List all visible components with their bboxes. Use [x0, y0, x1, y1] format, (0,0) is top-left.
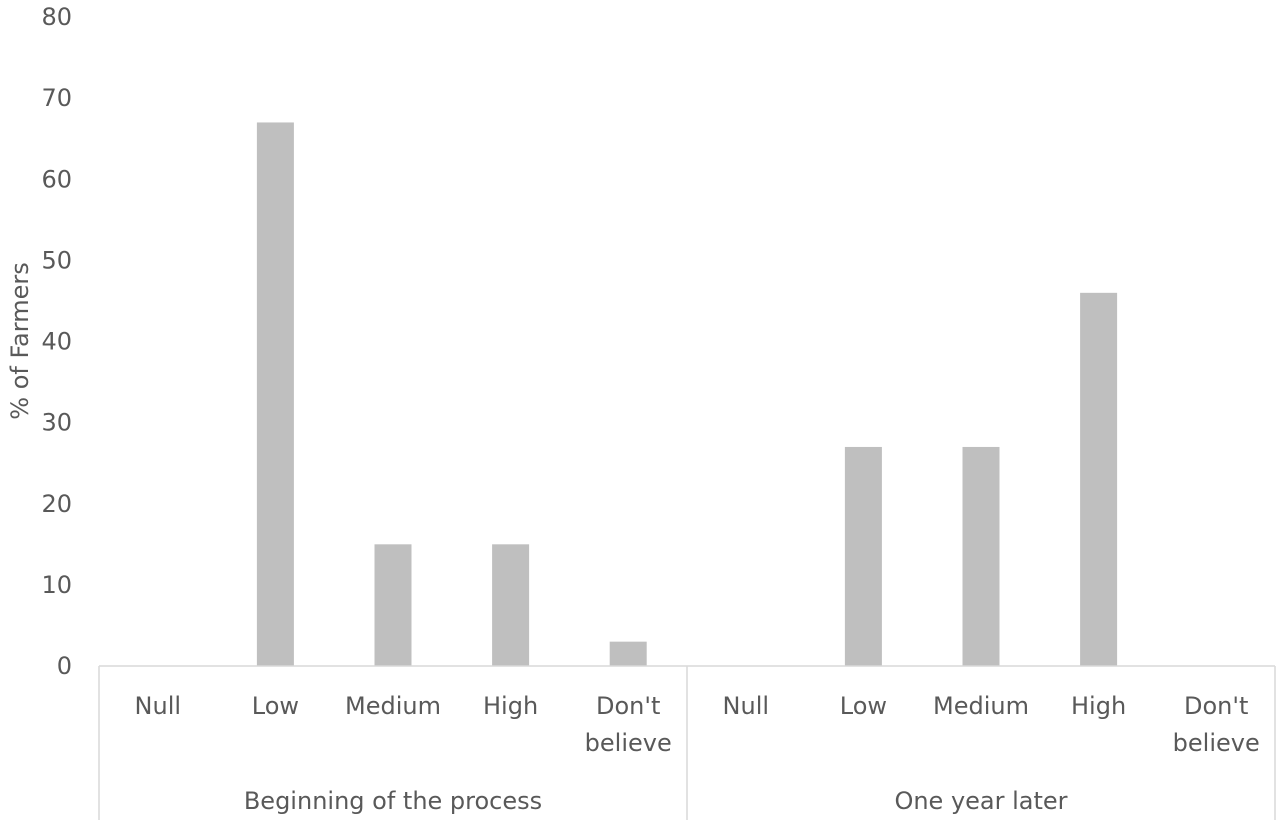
category-label: Low	[252, 692, 299, 720]
y-axis-title: % of Farmers	[6, 262, 34, 419]
category-label: Null	[723, 692, 770, 720]
y-tick-label: 20	[41, 490, 72, 518]
y-tick-label: 0	[57, 652, 72, 680]
category-labels: Null Low Medium High Don't believe Null Low Medi…	[135, 692, 1260, 757]
bar	[844, 446, 882, 666]
bar	[256, 122, 294, 666]
group-labels: Beginning of the process One year later	[244, 787, 1068, 815]
bars	[256, 122, 1118, 666]
bar	[1080, 292, 1118, 666]
bar	[609, 641, 647, 666]
category-label: believe	[1173, 729, 1260, 757]
category-label: High	[483, 692, 538, 720]
y-tick-label: 10	[41, 571, 72, 599]
bar	[374, 544, 412, 666]
category-label: High	[1071, 692, 1126, 720]
category-label: Null	[135, 692, 182, 720]
category-label: Medium	[345, 692, 441, 720]
y-tick-label: 70	[41, 84, 72, 112]
y-tick-label: 40	[41, 328, 72, 356]
y-tick-label: 50	[41, 246, 72, 274]
category-label: Don't	[596, 692, 660, 720]
y-tick-labels: 0 10 20 30 40 50 60 70 80	[41, 3, 72, 680]
category-label: Don't	[1184, 692, 1248, 720]
category-label: Medium	[933, 692, 1029, 720]
bar	[962, 446, 1000, 666]
axis-lines	[98, 665, 1276, 820]
y-tick-label: 80	[41, 3, 72, 31]
group-label: One year later	[894, 787, 1067, 815]
bar	[492, 544, 530, 666]
y-tick-label: 30	[41, 409, 72, 437]
y-tick-label: 60	[41, 165, 72, 193]
category-label: Low	[840, 692, 887, 720]
category-label: believe	[585, 729, 672, 757]
group-label: Beginning of the process	[244, 787, 542, 815]
